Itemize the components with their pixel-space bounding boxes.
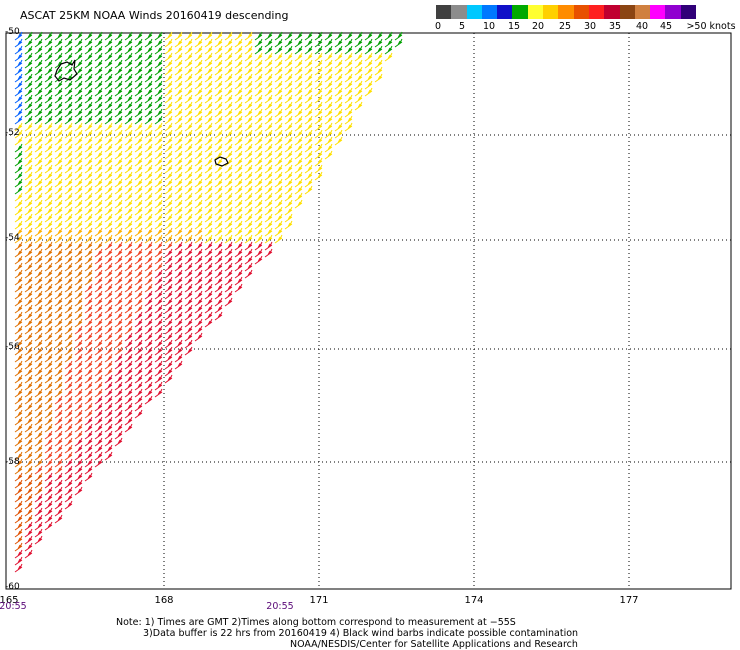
map-frame (5, 32, 732, 590)
lon-label: 174 (464, 595, 484, 606)
lat-label: -54 (5, 233, 20, 243)
map-grid (6, 32, 731, 589)
colorbar-label: 45 (659, 21, 673, 32)
colorbar-label: 40 (635, 21, 649, 32)
wind-barb-group (14, 241, 273, 573)
colorbar-label: 25 (558, 21, 572, 32)
colorbar-label: 5 (458, 21, 466, 32)
note-line-3: NOAA/NESDIS/Center for Satellite Applica… (290, 639, 578, 650)
lat-label: -52 (5, 128, 20, 138)
note-line-2: 3)Data buffer is 22 hrs from 20160419 4)… (143, 628, 579, 639)
wind-barb-group (14, 227, 203, 244)
colorbar-swatch (634, 5, 651, 19)
colorbar-label: 15 (507, 21, 521, 32)
colorbar-label: 35 (608, 21, 622, 32)
colorbar-label: 30 (583, 21, 597, 32)
colorbar-swatch (512, 5, 528, 19)
time-label: 20:55 (0, 601, 27, 612)
lon-label: 168 (154, 595, 174, 606)
lon-label: 171 (309, 595, 329, 606)
time-label: 20:55 (266, 601, 294, 612)
colorbar-swatch (573, 5, 589, 19)
wind-barb-group (34, 241, 173, 475)
colorbar-swatch (497, 5, 513, 19)
wind-barb-group (14, 31, 403, 195)
colorbar-swatch (466, 5, 482, 19)
note-line-1: Note: 1) Times are GMT 2)Times along bot… (116, 617, 516, 628)
colorbar-swatch (436, 5, 452, 19)
wind-barb-group (14, 31, 23, 125)
wind-speed-colorbar (436, 5, 697, 19)
map-title: ASCAT 25KM NOAA Winds 20160419 descendin… (20, 9, 289, 22)
colorbar-swatch (481, 5, 498, 19)
lat-label: -60 (5, 582, 20, 592)
colorbar-label: 20 (531, 21, 545, 32)
colorbar-swatch (680, 5, 697, 19)
lon-label: 165 (0, 595, 19, 606)
colorbar-swatch (619, 5, 635, 19)
colorbar-swatch (650, 5, 666, 19)
wind-barb-group (14, 31, 393, 244)
colorbar-swatch (604, 5, 620, 19)
colorbar-swatch (558, 5, 574, 19)
wind-barb-group (14, 472, 43, 552)
colorbar-swatch (665, 5, 681, 19)
colorbar-label: >50 knots (686, 21, 736, 32)
colorbar-swatch (543, 5, 559, 19)
colorbar-swatch (451, 5, 467, 19)
wind-barbs (14, 31, 403, 573)
small-island-outline (214, 156, 229, 167)
colorbar-swatch (527, 5, 544, 19)
lon-label: 177 (619, 595, 639, 606)
colorbar-labels: 0 5 10 15 20 25 30 35 40 45 >50 knots (430, 21, 740, 33)
islands (54, 59, 229, 167)
colorbar-swatch (588, 5, 605, 19)
lat-label: -56 (5, 342, 20, 352)
campbell-island-outline (54, 59, 78, 82)
colorbar-label: 0 (434, 21, 442, 32)
lat-label: -50 (5, 27, 20, 37)
lat-label: -58 (5, 457, 20, 467)
wind-barb-group (14, 241, 103, 475)
colorbar-label: 10 (482, 21, 496, 32)
